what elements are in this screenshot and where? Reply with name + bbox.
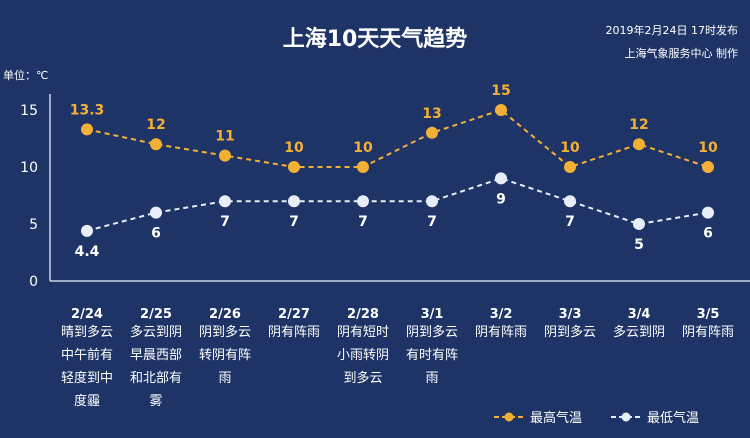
unit-label: 单位：℃ <box>3 68 48 82</box>
low-temp-point <box>288 195 300 208</box>
y-tick-label: 5 <box>29 217 38 233</box>
weather-description: 小雨转阴 <box>337 348 389 363</box>
weather-description: 阴有短时 <box>337 325 389 340</box>
weather-description: 多云到阴 <box>613 324 665 340</box>
high-temp-point <box>150 138 162 151</box>
chart-title: 上海10天天气趋势 <box>283 26 468 52</box>
x-tick-label: 3/1 <box>421 307 444 322</box>
high-temp-point <box>633 138 645 151</box>
low-temp-point <box>564 195 576 208</box>
high-temp-label: 12 <box>146 117 165 133</box>
high-temp-label: 15 <box>491 83 510 99</box>
high-temp-point <box>495 104 507 116</box>
high-temp-line <box>86 108 709 169</box>
high-temp-label: 10 <box>698 140 718 156</box>
weather-description: 度霾 <box>74 393 100 409</box>
y-tick-label: 0 <box>29 274 38 290</box>
legend-marker <box>621 412 631 422</box>
weather-description: 晴到多云 <box>61 324 113 340</box>
low-temp-line <box>86 177 709 232</box>
low-temp-label: 7 <box>427 214 437 230</box>
weather-description: 阴到多云 <box>544 324 596 340</box>
high-temp-point <box>288 161 300 173</box>
high-temp-label: 10 <box>353 140 373 156</box>
low-temp-point <box>426 195 438 208</box>
low-temp-label: 7 <box>565 214 575 230</box>
legend-label: 最低气温 <box>647 410 699 426</box>
low-temp-label: 7 <box>358 214 368 230</box>
weather-description: 雾 <box>149 394 162 409</box>
weather-description: 早晨西部 <box>130 348 182 363</box>
high-temp-label: 12 <box>629 117 648 133</box>
low-temp-label: 7 <box>220 214 230 230</box>
high-temp-label: 10 <box>560 140 580 156</box>
producer-label: 上海气象服务中心 制作 <box>625 46 739 60</box>
x-tick-label: 3/4 <box>628 307 651 322</box>
weather-description: 多云到阴 <box>130 324 182 340</box>
high-temp-label: 13 <box>422 106 441 122</box>
weather-description: 雨 <box>425 371 438 386</box>
high-temp-point <box>564 161 576 173</box>
low-temp-point <box>219 195 231 208</box>
weather-description: 阴有阵雨 <box>475 325 527 340</box>
low-temp-point <box>702 206 714 219</box>
high-temp-label: 13.3 <box>70 102 105 118</box>
x-tick-label: 2/25 <box>140 307 172 322</box>
x-tick-label: 3/5 <box>697 307 720 322</box>
low-temp-label: 7 <box>289 214 299 230</box>
x-tick-label: 3/3 <box>559 307 582 322</box>
high-temp-label: 11 <box>215 129 234 145</box>
weather-description: 中午前有 <box>61 347 113 363</box>
weather-description: 阴到多云 <box>199 324 251 340</box>
weather-description: 轻度到中 <box>61 370 113 386</box>
weather-description: 和北部有 <box>130 371 182 386</box>
low-temp-label: 6 <box>703 226 713 242</box>
x-tick-label: 2/28 <box>347 307 379 322</box>
low-temp-point <box>633 218 645 230</box>
high-temp-label: 10 <box>284 140 304 156</box>
legend-marker <box>504 412 514 422</box>
weather-description: 转阴有阵 <box>199 348 251 363</box>
weather-description: 阴有阵雨 <box>268 325 320 340</box>
weather-description: 有时有阵 <box>406 348 458 363</box>
low-temp-label: 6 <box>151 226 161 242</box>
x-tick-label: 2/26 <box>209 307 241 322</box>
weather-description: 到多云 <box>343 370 382 386</box>
weather-description: 阴有阵雨 <box>682 325 734 340</box>
low-temp-label: 9 <box>496 191 506 207</box>
low-temp-point <box>150 206 162 219</box>
x-tick-label: 3/2 <box>490 307 513 322</box>
low-temp-label: 5 <box>634 237 644 253</box>
low-temp-point <box>81 224 93 237</box>
low-temp-label: 4.4 <box>75 244 100 260</box>
high-temp-point <box>426 126 438 139</box>
y-tick-label: 10 <box>20 160 38 176</box>
publish-time: 2019年2月24日 17时发布 <box>606 23 738 37</box>
low-temp-point <box>357 195 369 208</box>
x-tick-label: 2/24 <box>71 307 103 322</box>
y-tick-label: 15 <box>20 103 38 119</box>
high-temp-point <box>357 161 369 173</box>
weather-description: 雨 <box>218 371 231 386</box>
x-tick-label: 2/27 <box>278 307 310 322</box>
weather-description: 阴到多云 <box>406 324 458 340</box>
high-temp-point <box>81 123 93 136</box>
high-temp-point <box>702 161 714 173</box>
legend-label: 最高气温 <box>530 410 582 426</box>
low-temp-point <box>495 172 507 185</box>
high-temp-point <box>219 149 231 162</box>
